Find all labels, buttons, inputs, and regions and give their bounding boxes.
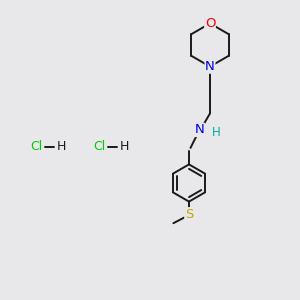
Text: Cl: Cl [93, 140, 105, 154]
Text: Cl: Cl [30, 140, 42, 154]
Text: N: N [205, 60, 215, 73]
Text: H: H [119, 140, 129, 154]
Text: H: H [212, 126, 221, 139]
Text: S: S [185, 208, 193, 221]
Text: O: O [205, 17, 215, 30]
Text: N: N [195, 123, 204, 136]
Text: H: H [56, 140, 66, 154]
